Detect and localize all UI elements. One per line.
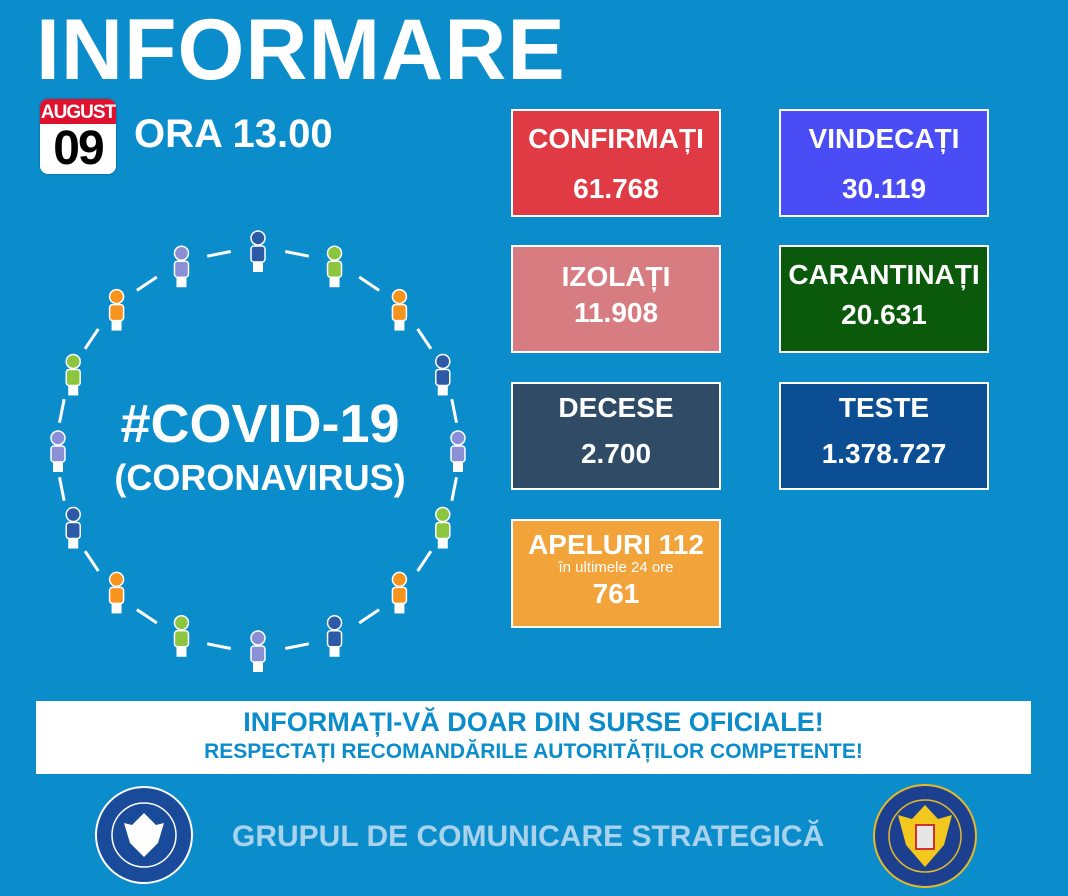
banner-line-1: INFORMAȚI-VĂ DOAR DIN SURSE OFICIALE! [243, 707, 824, 737]
stat-sublabel: în ultimele 24 ore [558, 559, 674, 576]
arrow-icon [136, 608, 158, 625]
stat-decese: DECESE 2.700 [511, 382, 721, 490]
person-icon [108, 288, 125, 331]
stat-value: 11.908 [573, 297, 659, 328]
banner-line-2: RESPECTAȚI RECOMANDĂRILE AUTORITĂȚILOR C… [204, 740, 863, 763]
person-icon [65, 353, 81, 396]
footer-text: GRUPUL DE COMUNICARE STRATEGICĂ [232, 820, 825, 853]
stat-value: 761 [592, 578, 640, 609]
person-icon [250, 230, 266, 272]
stat-value: 1.378.727 [821, 438, 947, 469]
person-icon [173, 615, 190, 657]
covid-hashtag: #COVID-19 [120, 394, 400, 454]
person-icon [250, 630, 266, 672]
arrow-icon [136, 275, 158, 292]
dsu-seal-logo [873, 784, 977, 888]
stat-label: CONFIRMAȚI [528, 123, 704, 154]
people-ring-illustration [50, 230, 466, 672]
covid-subtitle: (CORONAVIRUS) [114, 457, 406, 498]
arrow-icon [358, 608, 380, 625]
arrow-icon [83, 550, 100, 572]
arrow-icon [58, 398, 66, 424]
person-icon [65, 506, 81, 549]
stat-value: 2.700 [580, 438, 652, 469]
stat-carantinati: CARANTINAȚI 20.631 [779, 245, 989, 353]
report-time: ORA 13.00 [134, 112, 333, 156]
stat-label: DECESE [558, 392, 674, 423]
stat-confirmati: CONFIRMAȚI 61.768 [511, 109, 721, 217]
calendar-icon: AUGUST 09 [40, 99, 116, 174]
person-icon [326, 245, 343, 288]
stat-label: APELURI 112 [528, 529, 704, 560]
calendar-day: 09 [53, 122, 104, 174]
arrow-icon [358, 275, 380, 292]
person-icon [435, 353, 451, 396]
stat-apeluri: APELURI 112 în ultimele 24 ore 761 [511, 519, 721, 628]
arrow-icon [450, 476, 458, 502]
arrow-icon [284, 250, 310, 258]
arrow-icon [83, 328, 100, 350]
page-title: INFORMARE [36, 2, 566, 98]
person-icon [391, 571, 408, 614]
arrow-icon [206, 250, 232, 258]
stat-label: TESTE [838, 392, 930, 423]
person-icon [435, 506, 451, 549]
arrow-icon [58, 476, 66, 502]
arrow-icon [416, 328, 433, 350]
stat-label: VINDECAȚI [808, 123, 960, 154]
person-icon [391, 288, 408, 331]
stat-teste: TESTE 1.378.727 [779, 382, 989, 490]
stat-izolati: IZOLAȚI 11.908 [511, 245, 721, 353]
person-icon [326, 615, 343, 657]
calendar-month: AUGUST [40, 99, 116, 124]
stat-value: 20.631 [841, 299, 927, 330]
arrow-icon [450, 398, 458, 424]
stat-label: CARANTINAȚI [788, 259, 980, 290]
covid-heading: #COVID-19 (CORONAVIRUS) [100, 392, 420, 500]
stat-value: 30.119 [841, 173, 927, 204]
arrow-icon [206, 642, 232, 650]
stat-value: 61.768 [573, 173, 659, 204]
person-icon [450, 430, 466, 472]
stat-vindecati: VINDECAȚI 30.119 [779, 109, 989, 217]
arrow-icon [416, 550, 433, 572]
info-banner: INFORMAȚI-VĂ DOAR DIN SURSE OFICIALE! RE… [36, 701, 1031, 774]
government-seal-logo [95, 786, 193, 884]
person-icon [50, 430, 66, 472]
stat-label: IZOLAȚI [561, 261, 671, 292]
person-icon [173, 245, 190, 288]
arrow-icon [284, 642, 310, 650]
person-icon [108, 571, 125, 614]
